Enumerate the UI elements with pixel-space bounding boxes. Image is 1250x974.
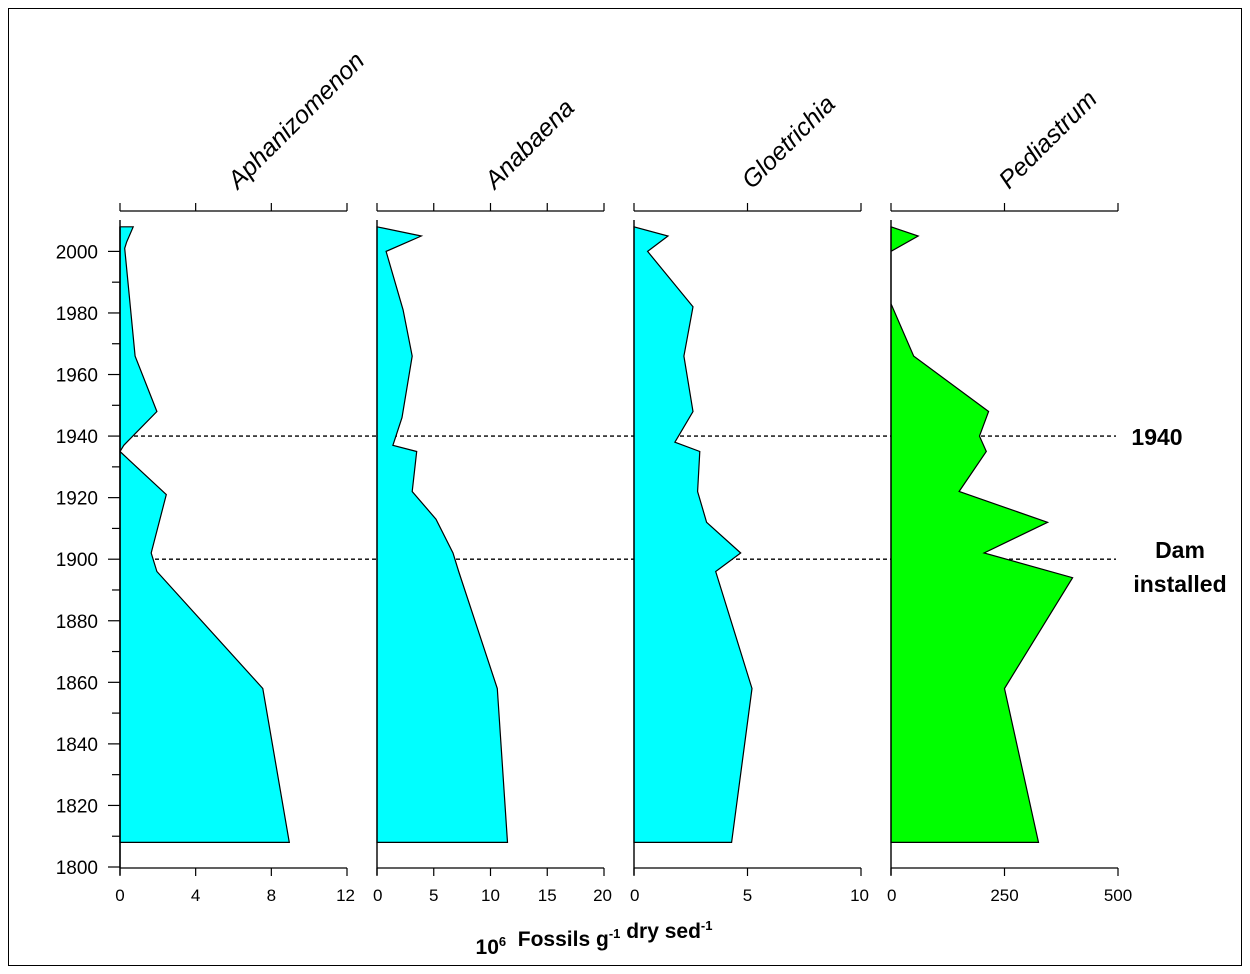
y-tick-label: 1940 — [56, 427, 98, 448]
x-axis-label-superscript: 6 — [499, 934, 506, 949]
y-tick-label: 1980 — [56, 304, 98, 325]
x-tick-label-gloetrichia: 0 — [630, 886, 639, 905]
x-axis-label: 106 Fossils g-1 dry sed-1 — [476, 918, 713, 959]
y-tick-label: 1860 — [56, 673, 98, 694]
x-tick-label-aphanizomenon: 4 — [191, 886, 200, 905]
annotation-1900-line-0: Dam — [1155, 537, 1205, 563]
x-tick-label-anabaena: 10 — [481, 886, 500, 905]
x-axis-label-text: dry sed — [620, 920, 701, 943]
x-tick-label-anabaena: 0 — [373, 886, 382, 905]
y-tick-label: 1840 — [56, 735, 98, 756]
x-axis-label-text: Fossils g — [506, 928, 609, 951]
x-tick-label-anabaena: 5 — [429, 886, 438, 905]
y-tick-label: 1800 — [56, 858, 98, 879]
panel-title-anabaena: Anabaena — [478, 94, 580, 196]
area-gloetrichia — [633, 226, 753, 844]
x-axis-label-superscript: -1 — [609, 926, 621, 941]
panel-title-aphanizomenon: Aphanizomenon — [221, 47, 370, 196]
x-tick-label-gloetrichia: 5 — [743, 886, 752, 905]
x-tick-label-anabaena: 15 — [538, 886, 557, 905]
annotation-1900-line-1: installed — [1133, 571, 1226, 597]
annotation-1940: 1940 — [1131, 424, 1182, 450]
x-tick-label-pediastrum: 0 — [887, 886, 896, 905]
panel-title-gloetrichia: Gloetrichia — [736, 90, 840, 194]
x-tick-label-pediastrum: 500 — [1104, 886, 1132, 905]
area-pediastrum — [890, 225, 1074, 844]
area-anabaena — [376, 226, 509, 844]
area-aphanizomenon — [119, 226, 291, 844]
x-axis-label-text: 10 — [476, 936, 499, 959]
y-tick-label: 1960 — [56, 366, 98, 387]
x-tick-label-aphanizomenon: 8 — [267, 886, 276, 905]
x-tick-label-anabaena: 20 — [593, 886, 612, 905]
y-tick-label: 2000 — [56, 242, 98, 263]
y-tick-label: 1820 — [56, 796, 98, 817]
y-tick-label: 1920 — [56, 489, 98, 510]
x-tick-label-aphanizomenon: 12 — [336, 886, 355, 905]
x-tick-label-aphanizomenon: 0 — [115, 886, 124, 905]
x-tick-label-gloetrichia: 10 — [850, 886, 869, 905]
panel-title-pediastrum: Pediastrum — [993, 85, 1102, 194]
y-tick-label: 1880 — [56, 612, 98, 633]
x-axis-label-superscript: -1 — [701, 918, 713, 933]
x-tick-label-pediastrum: 250 — [990, 886, 1018, 905]
y-tick-label: 1900 — [56, 550, 98, 571]
